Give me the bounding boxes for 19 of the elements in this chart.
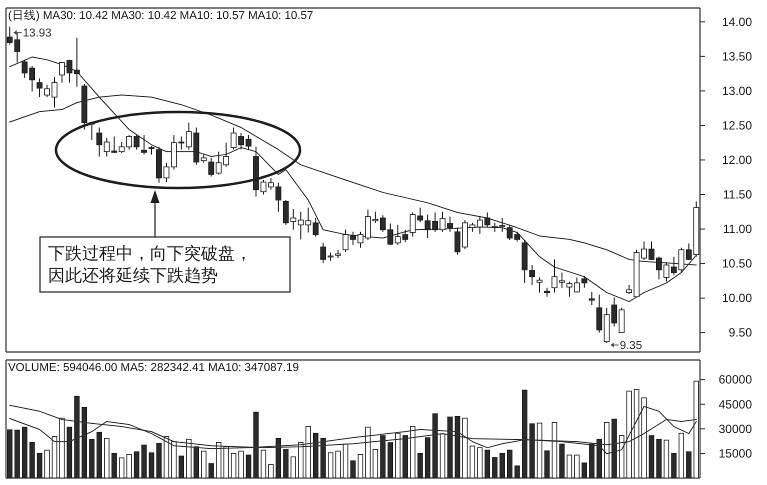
y-tick-label: 30000: [718, 422, 752, 436]
y-tick-label: 15000: [718, 446, 752, 460]
y-tick-label: 9.50: [728, 326, 752, 340]
y-tick-label: 13.00: [722, 84, 752, 98]
annotation: 13.93: [22, 28, 52, 40]
y-tick-label: 11.50: [722, 188, 752, 202]
y-tick-label: 11.00: [722, 222, 752, 236]
chart-title: VOLUME: 594046.00 MA5: 282342.41 MA10: 347087.19: [8, 362, 299, 374]
y-tick-label: 10.00: [722, 291, 752, 306]
y-tick-label: 13.50: [722, 49, 752, 64]
y-tick-label: 12.00: [722, 152, 752, 167]
chart-title: (日线) MA30: 10.42 MA30: 10.42 MA10: 10.57 MA10: 10.57: [8, 9, 314, 22]
y-tick-label: 60000: [718, 372, 752, 387]
y-tick-label: 12.50: [722, 118, 752, 132]
annotation: 9.35: [620, 340, 642, 352]
y-tick-label: 14.00: [722, 14, 752, 29]
annotation: 下跌过程中，向下突破盘，因此还将延续下跌趋势: [48, 244, 252, 285]
y-tick-label: 45000: [718, 397, 752, 412]
y-tick-label: 10.50: [722, 256, 752, 271]
